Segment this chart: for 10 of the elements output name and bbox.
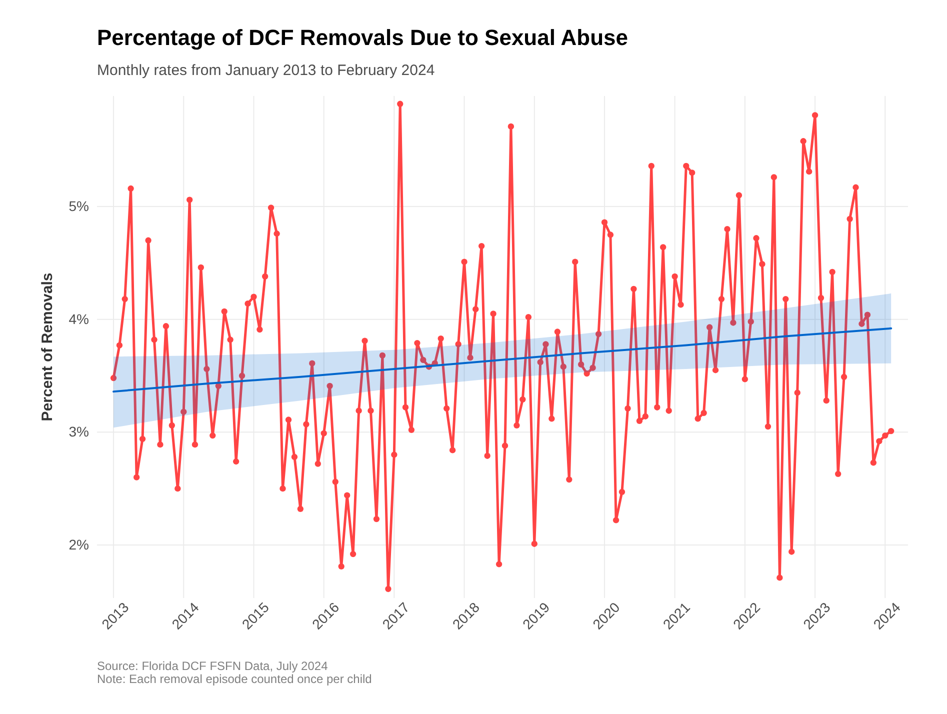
y-axis-title: Percent of Removals (39, 272, 56, 422)
chart-title: Percentage of DCF Removals Due to Sexual Abuse (97, 25, 628, 50)
y-tick-label: 3% (68, 424, 89, 440)
line-series (112, 327, 892, 393)
y-tick-label: 4% (68, 310, 89, 327)
y-tick-label: 5% (68, 198, 89, 214)
chart-subtitle: Monthly rates from January 2013 to February 2024 (97, 62, 435, 79)
source-note: Source: Florida DCF FSFN Data, July 2024 (97, 659, 328, 673)
text: Note: Each removal episode counted once per child (97, 672, 372, 686)
y-tick-label: 2% (68, 536, 89, 552)
